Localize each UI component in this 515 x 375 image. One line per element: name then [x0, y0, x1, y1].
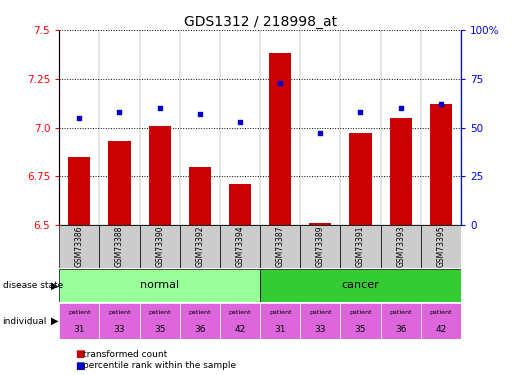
Bar: [260, 303, 300, 339]
Text: 42: 42: [234, 325, 246, 334]
Text: GSM73392: GSM73392: [195, 226, 204, 267]
Point: [316, 130, 324, 136]
Text: patient: patient: [430, 310, 452, 315]
Point: [276, 80, 284, 86]
Bar: [140, 225, 180, 268]
Text: GSM73388: GSM73388: [115, 226, 124, 267]
Text: patient: patient: [188, 310, 211, 315]
Point: [115, 109, 124, 115]
Text: patient: patient: [148, 310, 171, 315]
Text: 42: 42: [435, 325, 447, 334]
Point: [156, 105, 164, 111]
Text: 35: 35: [154, 325, 165, 334]
Bar: [350, 134, 371, 225]
Bar: [220, 303, 260, 339]
Text: 35: 35: [355, 325, 366, 334]
Text: 33: 33: [114, 325, 125, 334]
Text: 36: 36: [194, 325, 205, 334]
Text: disease state: disease state: [3, 281, 63, 290]
Text: cancer: cancer: [341, 280, 380, 290]
Text: patient: patient: [269, 310, 291, 315]
Bar: [421, 225, 461, 268]
Bar: [59, 269, 260, 302]
Bar: [229, 184, 251, 225]
Point: [397, 105, 405, 111]
Bar: [220, 225, 260, 268]
Bar: [260, 269, 461, 302]
Bar: [180, 303, 220, 339]
Bar: [269, 53, 291, 225]
Bar: [149, 126, 170, 225]
Point: [236, 118, 244, 124]
Point: [196, 111, 204, 117]
Text: patient: patient: [389, 310, 412, 315]
Bar: [59, 225, 99, 268]
Text: GSM73390: GSM73390: [155, 226, 164, 267]
Bar: [300, 225, 340, 268]
Bar: [390, 118, 411, 225]
Bar: [99, 225, 140, 268]
Text: 31: 31: [74, 325, 85, 334]
Bar: [260, 225, 300, 268]
Text: ▶: ▶: [52, 316, 59, 326]
Point: [437, 101, 445, 107]
Text: patient: patient: [229, 310, 251, 315]
Text: patient: patient: [108, 310, 131, 315]
Text: ■: ■: [75, 361, 84, 370]
Bar: [381, 303, 421, 339]
Text: patient: patient: [349, 310, 372, 315]
Bar: [340, 303, 381, 339]
Bar: [430, 104, 452, 225]
Text: transformed count: transformed count: [83, 350, 168, 359]
Text: ■: ■: [75, 350, 84, 359]
Text: normal: normal: [140, 280, 179, 290]
Bar: [68, 157, 90, 225]
Bar: [59, 303, 99, 339]
Bar: [180, 225, 220, 268]
Bar: [140, 303, 180, 339]
Bar: [99, 303, 140, 339]
Text: patient: patient: [68, 310, 91, 315]
Bar: [189, 166, 211, 225]
Text: GSM73386: GSM73386: [75, 226, 84, 267]
Text: patient: patient: [309, 310, 332, 315]
Title: GDS1312 / 218998_at: GDS1312 / 218998_at: [183, 15, 337, 29]
Bar: [109, 141, 130, 225]
Point: [356, 109, 365, 115]
Bar: [300, 303, 340, 339]
Point: [75, 115, 83, 121]
Bar: [421, 303, 461, 339]
Text: individual: individual: [3, 316, 47, 326]
Text: 33: 33: [315, 325, 326, 334]
Text: GSM73394: GSM73394: [235, 226, 245, 267]
Text: ▶: ▶: [52, 280, 59, 290]
Text: GSM73387: GSM73387: [276, 226, 285, 267]
Text: GSM73393: GSM73393: [396, 226, 405, 267]
Bar: [310, 223, 331, 225]
Text: percentile rank within the sample: percentile rank within the sample: [83, 361, 236, 370]
Text: GSM73391: GSM73391: [356, 226, 365, 267]
Text: 31: 31: [274, 325, 286, 334]
Text: 36: 36: [395, 325, 406, 334]
Bar: [381, 225, 421, 268]
Text: GSM73389: GSM73389: [316, 226, 325, 267]
Text: GSM73395: GSM73395: [436, 226, 445, 267]
Bar: [340, 225, 381, 268]
